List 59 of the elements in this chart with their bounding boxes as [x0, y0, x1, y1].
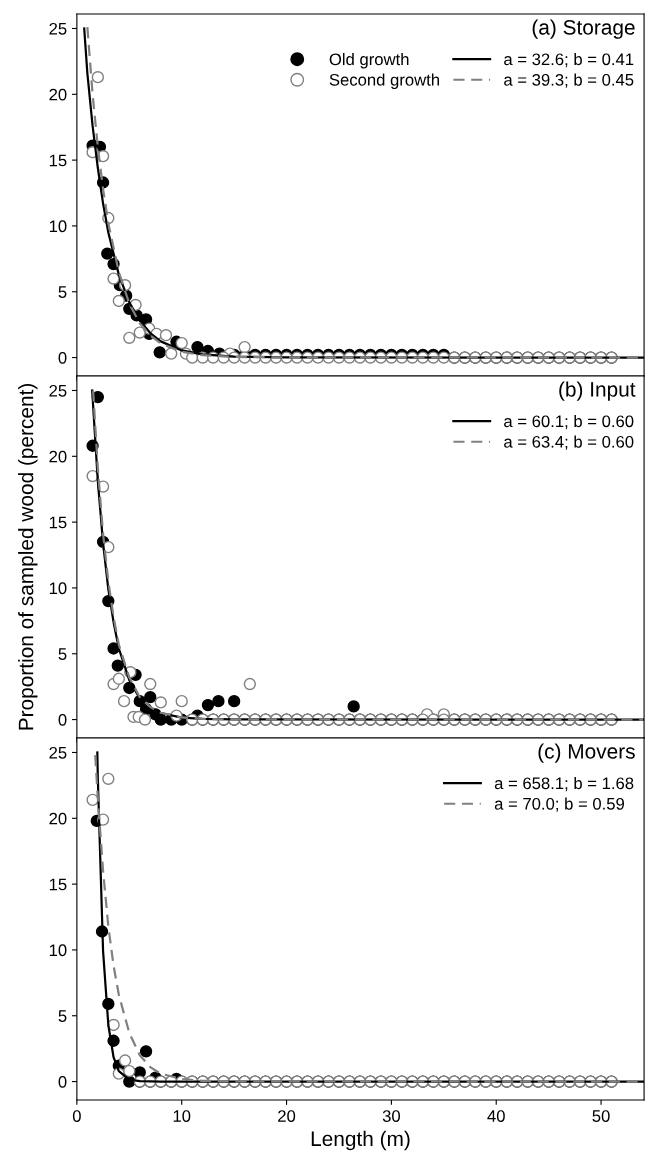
y-tick-label: 0 [58, 713, 67, 726]
y-tick-label: 25 [49, 384, 67, 397]
x-tick-label: 40 [487, 1110, 505, 1122]
point [112, 672, 125, 685]
y-tick-label: 10 [49, 944, 67, 957]
x-tick-label: 0 [72, 1110, 81, 1122]
y-tick-label: 0 [58, 1075, 67, 1088]
point [139, 1045, 153, 1058]
legend-label: Second growth [329, 73, 439, 90]
y-tick-label: 15 [49, 878, 67, 891]
chart-title: (a) Storage [532, 19, 635, 39]
y-tick-label: 5 [58, 648, 67, 660]
point [191, 340, 204, 354]
y-tick-label: 5 [58, 1010, 67, 1022]
point [112, 294, 125, 308]
y-tick-label: 20 [49, 812, 67, 825]
x-axis-title: Length (m) [311, 1130, 410, 1151]
chart-title: (b) Input [559, 381, 636, 401]
y-tick-label: 5 [58, 286, 67, 298]
point [101, 247, 114, 260]
x-tick-label: 30 [382, 1110, 401, 1122]
legend-label: a = 70.0; b = 0.59 [494, 797, 625, 812]
y-tick-label: 0 [58, 351, 67, 364]
y-tick-label: 25 [49, 746, 67, 759]
point [175, 694, 188, 708]
legend-label: a = 60.1; b = 0.60 [504, 414, 634, 430]
y-tick-label: 25 [49, 22, 67, 35]
point [138, 713, 152, 726]
point [159, 329, 173, 342]
point [154, 696, 167, 709]
chart-title: (c) Movers [538, 743, 635, 763]
legend-label: a = 63.4; b = 0.60 [504, 435, 634, 450]
legend-label: a = 39.3; b = 0.45 [504, 73, 634, 88]
point [118, 1054, 132, 1067]
point [243, 677, 257, 691]
point [238, 340, 251, 354]
x-tick-label: 20 [278, 1110, 296, 1122]
point [123, 1064, 136, 1078]
y-tick-label: 20 [49, 88, 67, 101]
point [117, 694, 131, 708]
legend-label: a = 658.1; b = 1.68 [494, 776, 634, 792]
y-tick-label: 20 [49, 450, 67, 463]
point [175, 336, 188, 350]
y-tick-label: 15 [49, 516, 67, 529]
legend-label: a = 32.6; b = 0.41 [504, 52, 634, 68]
x-tick-label: 50 [592, 1110, 610, 1122]
point [153, 346, 166, 359]
x-tick-label: 10 [173, 1110, 191, 1122]
point [102, 772, 115, 785]
point [133, 326, 146, 339]
legend-label: Old growth [329, 52, 409, 69]
point [144, 677, 157, 691]
point [107, 272, 120, 285]
y-axis-title: Proportion of sampled wood (percent) [18, 384, 38, 730]
y-tick-label: 15 [49, 154, 67, 167]
point [91, 71, 105, 84]
y-tick-label: 10 [49, 582, 67, 595]
point [123, 331, 136, 344]
y-tick-label: 10 [49, 220, 67, 233]
